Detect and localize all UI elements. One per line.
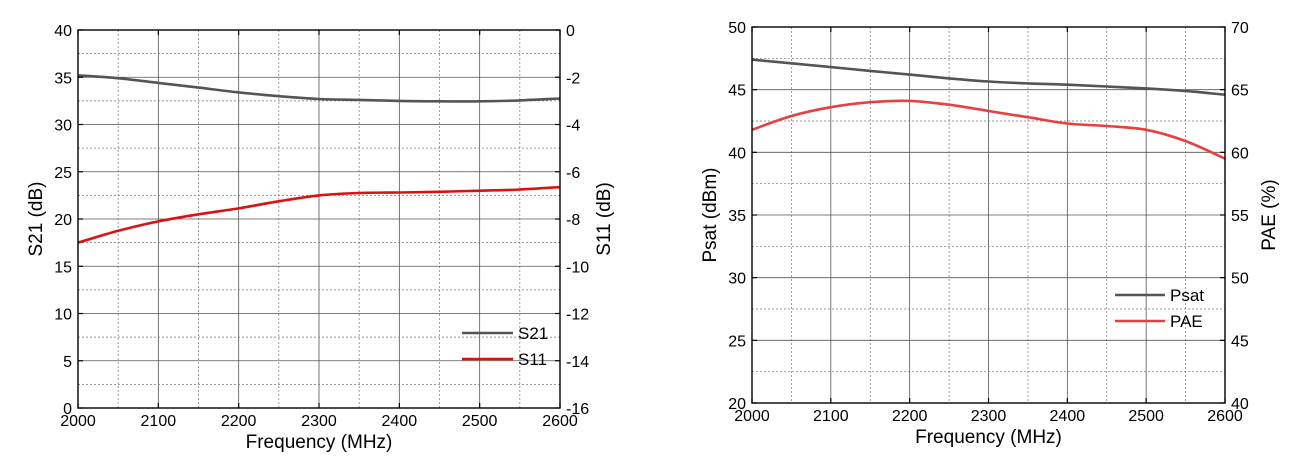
y-right-tick-label: 70 [1231, 20, 1249, 37]
y-left-tick-label: 50 [728, 20, 746, 37]
y-right-tick-label: 60 [1231, 145, 1249, 162]
chart-2: 2000 2100 2200 2300 2400 2500 2600 20 25 30 35 40 45… [700, 20, 1280, 448]
y-right-tick-label: -6 [566, 165, 580, 182]
y-right-axis-label: PAE (%) [1259, 179, 1280, 250]
legend-label-s11: S11 [518, 350, 547, 369]
legend-label-pae: PAE [1170, 312, 1203, 331]
y-right-tick-label: 65 [1231, 83, 1249, 100]
y-left-tick-label: 20 [728, 396, 746, 413]
y-right-tick-label: 45 [1231, 333, 1249, 350]
y-right-axis-label: S11 (dB) [594, 182, 615, 256]
legend-label-psat: Psat [1170, 286, 1204, 305]
x-axis-label: Frequency (MHz) [915, 427, 1062, 448]
x-tick-label: 2500 [1128, 408, 1164, 425]
y-left-tick-label: 40 [54, 23, 72, 40]
y-right-tick-label: 0 [566, 23, 575, 40]
x-tick-label: 2000 [60, 413, 96, 430]
x-tick-label: 2500 [462, 413, 498, 430]
x-tick-label: 2400 [382, 413, 418, 430]
x-tick-label: 2300 [301, 413, 337, 430]
y-right-tick-label: -14 [566, 354, 589, 371]
chart-1: 2000 2100 2200 2300 2400 2500 2600 0 5 10 15 20 25 30… [26, 23, 615, 453]
legend: Psat PAE [1115, 286, 1204, 331]
y-left-tick-label: 5 [63, 354, 72, 371]
y-left-tick-label: 45 [728, 83, 746, 100]
y-left-tick-label: 0 [63, 401, 72, 418]
x-tick-label: 2600 [542, 413, 578, 430]
y-left-tick-label: 40 [728, 145, 746, 162]
y-left-tick-label: 30 [54, 118, 72, 135]
y-right-tick-label: -16 [566, 401, 589, 418]
legend-label-s21: S21 [518, 324, 548, 343]
x-tick-label: 2200 [221, 413, 257, 430]
y-left-tick-label: 30 [728, 271, 746, 288]
y-right-tick-label: -8 [566, 212, 580, 229]
y-left-axis-label: S21 (dB) [26, 182, 47, 257]
y-right-tick-label: 40 [1231, 396, 1249, 413]
y-right-tick-label: 50 [1231, 271, 1249, 288]
x-tick-label: 2200 [892, 408, 928, 425]
y-left-tick-label: 20 [54, 212, 72, 229]
y-left-tick-label: 35 [728, 208, 746, 225]
x-tick-label: 2000 [734, 408, 770, 425]
series-line-pae [751, 99, 1226, 160]
x-tick-label: 2600 [1207, 408, 1243, 425]
y-left-tick-label: 25 [54, 165, 72, 182]
x-tick-label: 2400 [1050, 408, 1086, 425]
y-right-tick-label: -4 [566, 118, 580, 135]
y-left-tick-label: 35 [54, 70, 72, 87]
y-left-tick-label: 25 [728, 333, 746, 350]
x-tick-label: 2300 [971, 408, 1007, 425]
y-right-tick-label: 55 [1231, 208, 1249, 225]
series-line-s11 [77, 185, 561, 244]
series-line-s21 [77, 74, 561, 103]
y-right-tick-label: -10 [566, 259, 589, 276]
y-left-tick-label: 10 [54, 307, 72, 324]
y-right-tick-label: -2 [566, 70, 580, 87]
x-tick-label: 2100 [141, 413, 177, 430]
y-left-axis-label: Psat (dBm) [700, 167, 721, 262]
x-tick-label: 2100 [813, 408, 849, 425]
y-left-tick-label: 15 [54, 259, 72, 276]
y-right-tick-label: -12 [566, 307, 589, 324]
series-line-psat [751, 58, 1226, 96]
x-axis-label: Frequency (MHz) [246, 432, 393, 453]
